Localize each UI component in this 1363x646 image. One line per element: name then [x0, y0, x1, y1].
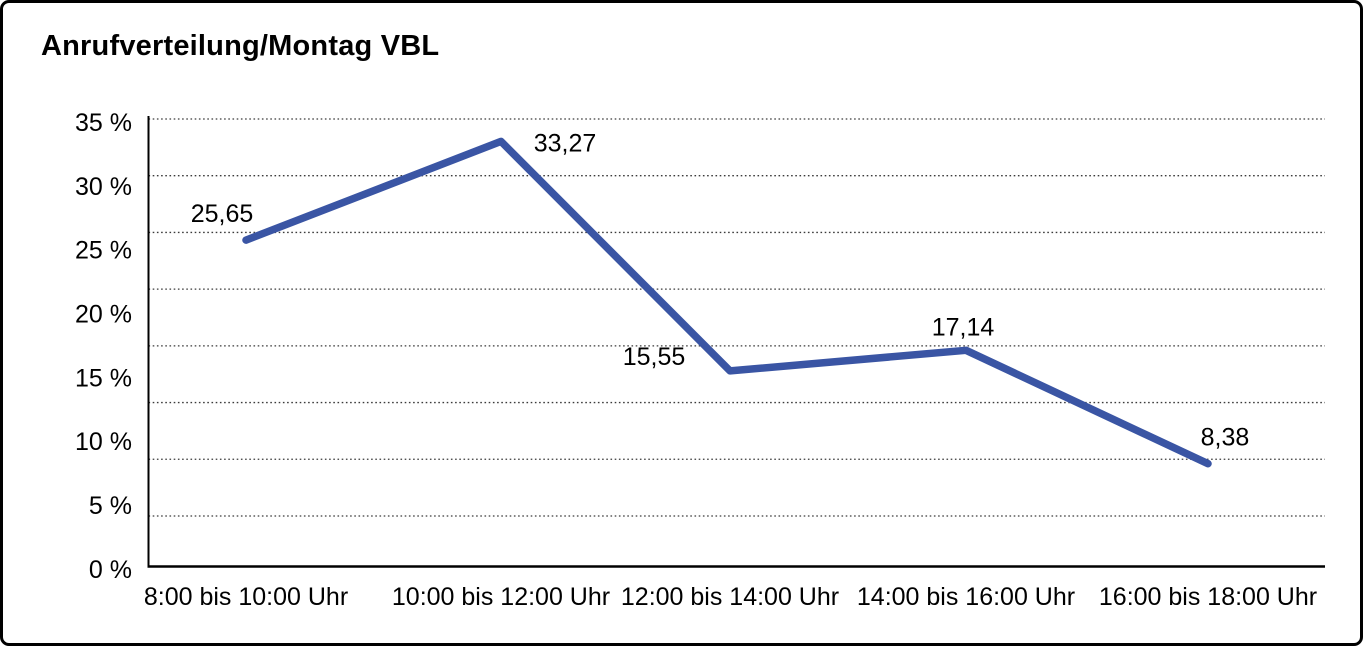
y-tick-label: 0 % — [89, 556, 132, 584]
line-chart-canvas: 35 % 30 % 25 % 20 % 15 % 10 % 5 % 0 % 8:00 bis 1… — [75, 109, 1325, 611]
x-category-label: 12:00 bis 14:00 Uhr — [621, 583, 839, 611]
x-category-label: 10:00 bis 12:00 Uhr — [392, 583, 610, 611]
x-category-label: 16:00 bis 18:00 Uhr — [1099, 583, 1317, 611]
x-category-label: 8:00 bis 10:00 Uhr — [144, 583, 348, 611]
y-tick-label: 10 % — [75, 428, 132, 456]
chart-title: Anrufverteilung/Montag VBL — [41, 30, 440, 62]
data-point-label: 17,14 — [932, 313, 995, 341]
data-point-label: 33,27 — [534, 129, 597, 157]
data-point-label: 15,55 — [623, 343, 686, 371]
y-tick-label: 20 % — [75, 301, 132, 329]
series-line — [242, 137, 1212, 468]
y-tick-label: 15 % — [75, 364, 132, 392]
x-category-label: 14:00 bis 16:00 Uhr — [857, 583, 1075, 611]
y-tick-label: 5 % — [89, 492, 132, 520]
y-tick-label: 25 % — [75, 237, 132, 265]
data-point-label: 8,38 — [1201, 424, 1250, 452]
data-point-label: 25,65 — [191, 200, 254, 228]
y-tick-label: 35 % — [75, 109, 132, 137]
y-tick-label: 30 % — [75, 173, 132, 201]
